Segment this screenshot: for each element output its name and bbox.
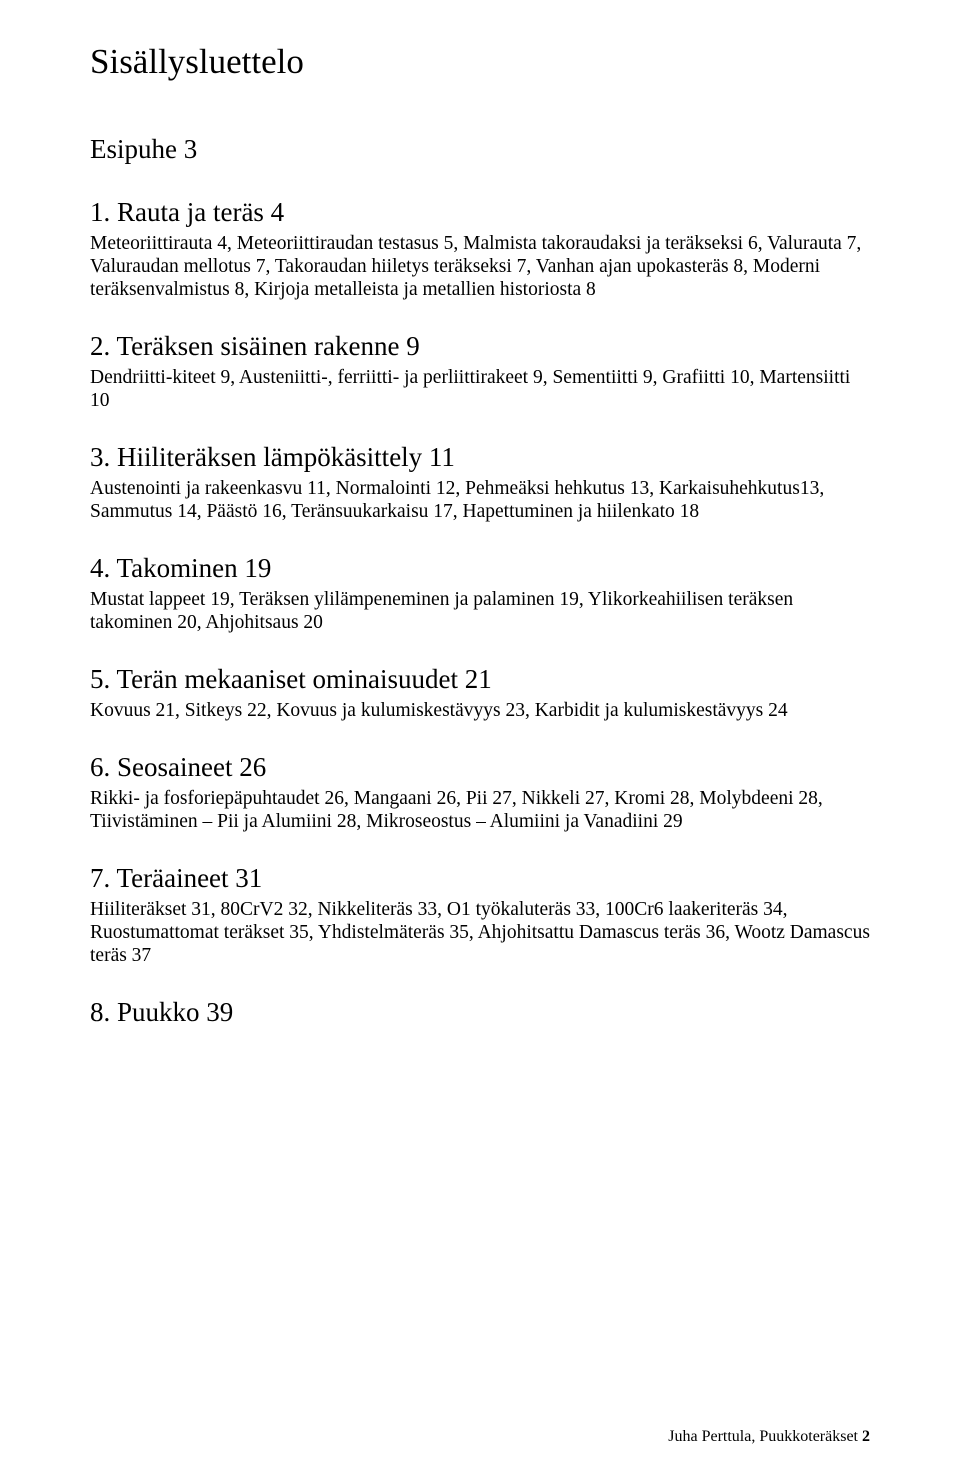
toc-section-6: 6. Seosaineet 26 Rikki- ja fosforiepäpuh…: [90, 752, 870, 833]
toc-section-4: 4. Takominen 19 Mustat lappeet 19, Teräk…: [90, 553, 870, 634]
footer-page-number: 2: [862, 1428, 870, 1445]
section-heading: 6. Seosaineet 26: [90, 752, 870, 783]
page-footer: Juha Perttula, Puukkoteräkset 2: [668, 1428, 870, 1446]
section-heading: 2. Teräksen sisäinen rakenne 9: [90, 331, 870, 362]
section-desc: Meteoriittirauta 4, Meteoriittiraudan te…: [90, 232, 870, 301]
final-heading: 8. Puukko 39: [90, 997, 870, 1028]
section-desc: Mustat lappeet 19, Teräksen ylilämpenemi…: [90, 588, 870, 634]
intro-heading: Esipuhe 3: [90, 134, 870, 165]
section-heading: 4. Takominen 19: [90, 553, 870, 584]
section-heading: 1. Rauta ja teräs 4: [90, 197, 870, 228]
section-heading: 5. Terän mekaaniset ominaisuudet 21: [90, 664, 870, 695]
toc-section-5: 5. Terän mekaaniset ominaisuudet 21 Kovu…: [90, 664, 870, 722]
section-desc: Austenointi ja rakeenkasvu 11, Normaloin…: [90, 477, 870, 523]
section-desc: Rikki- ja fosforiepäpuhtaudet 26, Mangaa…: [90, 787, 870, 833]
toc-section-7: 7. Teräaineet 31 Hiiliteräkset 31, 80CrV…: [90, 863, 870, 967]
section-heading: 3. Hiiliteräksen lämpökäsittely 11: [90, 442, 870, 473]
page-title: Sisällysluettelo: [90, 42, 870, 82]
toc-section-1: 1. Rauta ja teräs 4 Meteoriittirauta 4, …: [90, 197, 870, 301]
toc-section-2: 2. Teräksen sisäinen rakenne 9 Dendriitt…: [90, 331, 870, 412]
toc-section-3: 3. Hiiliteräksen lämpökäsittely 11 Auste…: [90, 442, 870, 523]
section-desc: Hiiliteräkset 31, 80CrV2 32, Nikkeliterä…: [90, 898, 870, 967]
section-desc: Dendriitti-kiteet 9, Austeniitti-, ferri…: [90, 366, 870, 412]
footer-text: Juha Perttula, Puukkoteräkset: [668, 1428, 858, 1445]
section-desc: Kovuus 21, Sitkeys 22, Kovuus ja kulumis…: [90, 699, 870, 722]
section-heading: 7. Teräaineet 31: [90, 863, 870, 894]
